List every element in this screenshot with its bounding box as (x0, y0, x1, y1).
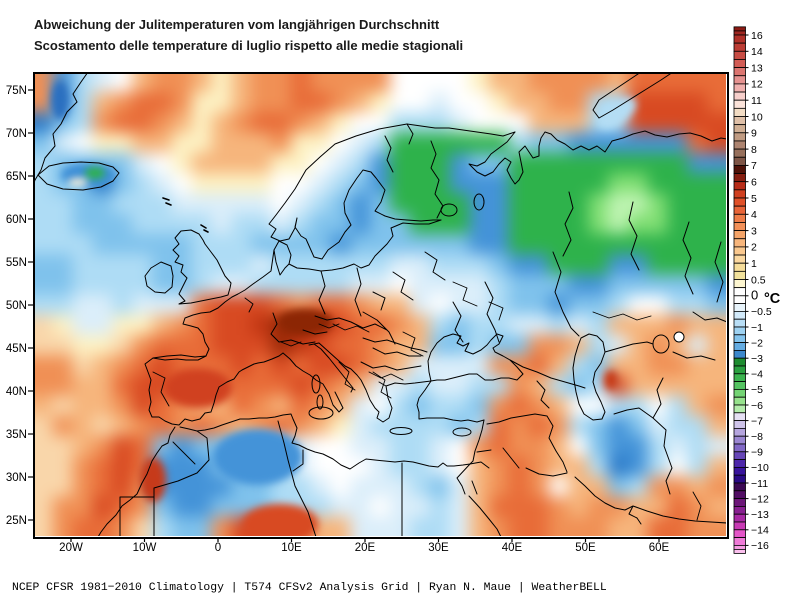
svg-text:10: 10 (751, 111, 763, 123)
svg-text:−8: −8 (751, 431, 763, 443)
svg-text:°C: °C (764, 291, 781, 307)
svg-text:4: 4 (751, 209, 757, 221)
svg-text:6: 6 (751, 177, 757, 189)
svg-text:55N: 55N (6, 257, 27, 269)
svg-text:9: 9 (751, 128, 757, 140)
svg-text:40N: 40N (6, 386, 27, 398)
svg-text:11: 11 (751, 95, 762, 107)
svg-text:0.5: 0.5 (751, 274, 766, 286)
svg-text:−5: −5 (751, 384, 763, 396)
svg-text:−13: −13 (751, 509, 769, 521)
svg-text:13: 13 (751, 62, 763, 74)
svg-text:−1: −1 (751, 322, 763, 334)
svg-text:−4: −4 (751, 369, 763, 381)
svg-text:50E: 50E (575, 542, 596, 554)
svg-text:−14: −14 (751, 525, 769, 537)
svg-text:10W: 10W (133, 542, 157, 554)
svg-text:60N: 60N (6, 214, 27, 226)
svg-text:75N: 75N (6, 85, 27, 97)
svg-text:−7: −7 (751, 415, 763, 427)
svg-text:12: 12 (751, 79, 763, 91)
svg-text:−10: −10 (751, 462, 769, 474)
svg-text:2: 2 (751, 242, 757, 254)
svg-text:−9: −9 (751, 447, 763, 459)
svg-text:−3: −3 (751, 353, 763, 365)
svg-text:50N: 50N (6, 300, 27, 312)
svg-text:3: 3 (751, 225, 757, 237)
svg-text:25N: 25N (6, 515, 27, 527)
svg-text:20E: 20E (355, 542, 376, 554)
svg-text:1: 1 (751, 258, 757, 270)
svg-text:−12: −12 (751, 493, 769, 505)
svg-text:30E: 30E (428, 542, 449, 554)
svg-text:−16: −16 (751, 540, 769, 552)
svg-text:16: 16 (751, 30, 763, 42)
svg-text:0: 0 (751, 288, 758, 303)
svg-text:45N: 45N (6, 343, 27, 355)
svg-text:5: 5 (751, 193, 757, 205)
svg-text:−0.5: −0.5 (751, 306, 772, 318)
svg-text:20W: 20W (59, 542, 83, 554)
svg-text:10E: 10E (281, 542, 302, 554)
svg-text:30N: 30N (6, 472, 27, 484)
svg-text:8: 8 (751, 144, 757, 156)
svg-text:40E: 40E (502, 542, 523, 554)
svg-text:7: 7 (751, 160, 757, 172)
svg-text:−6: −6 (751, 400, 763, 412)
svg-text:35N: 35N (6, 429, 27, 441)
svg-text:−2: −2 (751, 337, 763, 349)
svg-text:60E: 60E (649, 542, 670, 554)
svg-text:−11: −11 (751, 478, 768, 490)
svg-text:0: 0 (215, 542, 221, 554)
svg-text:65N: 65N (6, 171, 27, 183)
svg-text:70N: 70N (6, 128, 27, 140)
svg-text:14: 14 (751, 46, 763, 58)
